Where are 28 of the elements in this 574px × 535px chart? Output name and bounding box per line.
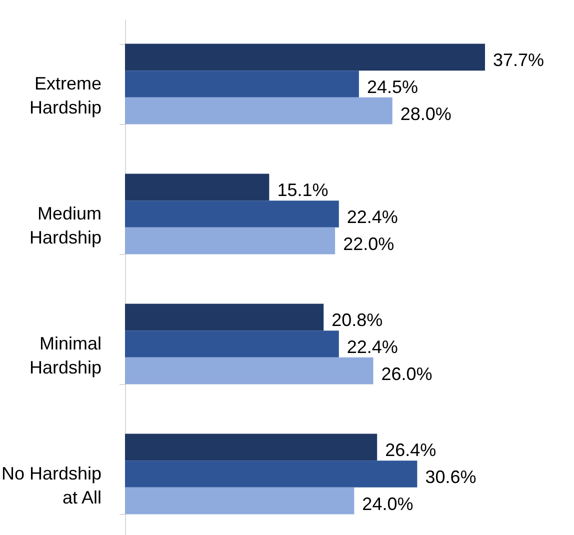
- bar: [125, 357, 374, 384]
- bar: [125, 460, 418, 488]
- data-label: 24.0%: [362, 494, 414, 514]
- data-label: 28.0%: [400, 104, 452, 124]
- data-label: 26.0%: [381, 364, 432, 384]
- bar: [125, 70, 359, 98]
- data-label: 22.4%: [346, 337, 398, 357]
- bar: [125, 227, 336, 254]
- bar: [125, 174, 270, 201]
- data-label: 20.8%: [332, 310, 383, 330]
- bar: [125, 97, 392, 124]
- data-label: 37.7%: [493, 50, 544, 70]
- bar: [125, 200, 339, 228]
- bar: [125, 434, 378, 461]
- bar: [125, 487, 354, 514]
- data-label: 24.5%: [366, 77, 418, 97]
- y-tick-label: Extreme Hardship: [29, 74, 102, 118]
- bar: [125, 304, 324, 331]
- y-tick-label: No Hardship at All: [1, 464, 102, 508]
- data-label: 22.4%: [346, 207, 398, 227]
- data-label: 22.0%: [343, 234, 394, 254]
- bar: [125, 330, 339, 358]
- y-tick-label: Medium Hardship: [29, 204, 102, 248]
- data-label: 30.6%: [425, 467, 476, 487]
- bar: [125, 44, 485, 71]
- y-tick-label: Minimal Hardship: [29, 334, 102, 378]
- data-label: 15.1%: [277, 180, 328, 200]
- data-label: 26.4%: [385, 440, 436, 460]
